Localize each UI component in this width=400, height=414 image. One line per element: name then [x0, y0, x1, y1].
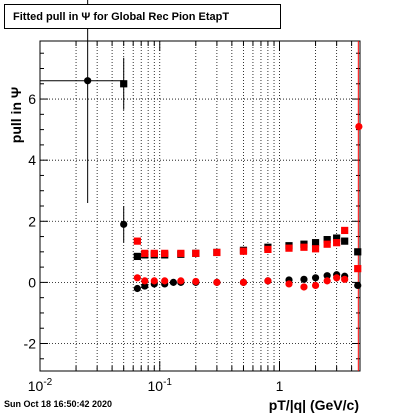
data-point-circle	[169, 278, 178, 286]
data-point-square	[161, 249, 169, 257]
data-point-circle	[213, 278, 221, 286]
x-axis-label: pT/|q| (GeV/c)	[269, 397, 359, 413]
data-point-circle	[333, 274, 341, 282]
data-point-square	[141, 249, 149, 257]
data-point-square	[333, 239, 341, 247]
data-point-circle	[355, 122, 363, 131]
data-point-circle	[84, 77, 92, 85]
data-marks	[40, 0, 363, 293]
data-point-circle	[300, 283, 308, 291]
x-tick-label: 10-1	[148, 377, 173, 394]
data-point-square	[239, 247, 248, 255]
data-point-square	[311, 245, 320, 253]
y-tick-label: -2	[24, 336, 37, 352]
y-axis-label: pull in Ψ	[8, 87, 24, 143]
data-point-square	[150, 249, 158, 257]
data-point-square	[192, 249, 200, 257]
data-point-square	[341, 237, 349, 245]
data-point-circle	[285, 280, 293, 288]
data-point-square	[120, 80, 128, 88]
data-point-square	[133, 252, 141, 261]
data-point-square	[341, 226, 349, 235]
y-tick-label: 2	[28, 213, 36, 229]
data-point-circle	[239, 278, 248, 286]
data-point-circle	[141, 282, 149, 290]
data-point-circle	[311, 274, 320, 282]
y-tick-label: 0	[28, 274, 36, 290]
data-point-circle	[133, 274, 141, 282]
data-point-circle	[177, 277, 185, 285]
data-point-circle	[192, 277, 200, 286]
data-point-circle	[354, 281, 362, 290]
y-tick-label: 6	[28, 91, 36, 107]
data-point-square	[300, 243, 308, 251]
axis-tick-labels: 10-2 10-1 1 -2 0 2 4 6	[24, 91, 284, 394]
data-point-circle	[311, 281, 320, 290]
data-point-square	[213, 248, 221, 257]
data-point-circle	[133, 284, 141, 293]
y-tick-label: 4	[28, 152, 36, 168]
data-point-circle	[264, 277, 272, 285]
chart-title: Fitted pull in Ψ for Global Rec Pion Eta…	[4, 4, 281, 29]
data-point-circle	[120, 220, 128, 228]
data-point-square	[354, 265, 362, 273]
timestamp-footer: Sun Oct 18 16:50:42 2020	[4, 399, 113, 409]
data-point-circle	[300, 275, 308, 283]
data-point-circle	[141, 277, 149, 285]
data-point-square	[264, 245, 272, 253]
grid	[40, 41, 360, 371]
data-point-circle	[341, 275, 349, 283]
data-point-square	[311, 239, 320, 247]
data-point-square	[177, 249, 185, 257]
data-point-square	[354, 248, 362, 256]
data-point-square	[333, 234, 341, 242]
x-tick-label: 1	[276, 378, 284, 394]
data-point-circle	[323, 277, 331, 285]
x-tick-label: 10-2	[28, 377, 53, 394]
data-point-square	[323, 236, 331, 244]
data-point-circle	[161, 277, 169, 285]
data-point-circle	[150, 277, 158, 285]
data-point-square	[323, 240, 331, 248]
data-point-square	[133, 237, 141, 245]
data-point-circle	[323, 272, 331, 280]
data-point-square	[285, 244, 293, 252]
